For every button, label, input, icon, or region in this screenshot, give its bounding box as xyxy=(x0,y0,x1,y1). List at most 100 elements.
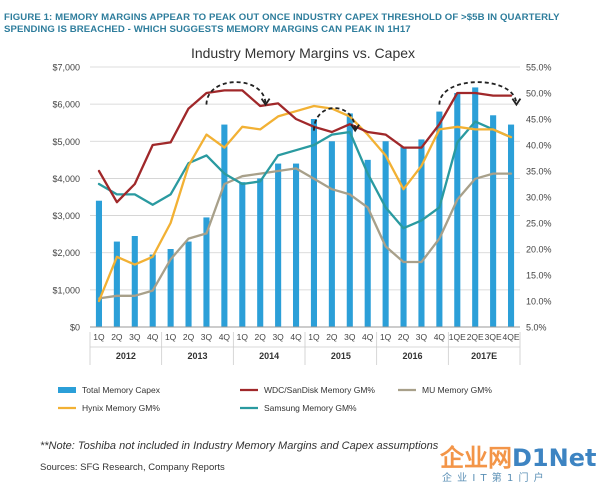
right-tick-label: 5.0% xyxy=(526,323,547,333)
capex-bar xyxy=(221,124,228,327)
x-tick-label: 2Q xyxy=(326,332,338,342)
left-axis-ticks: $0 $1,000 $2,000 $3,000 $4,000 $5,000 $6,000 $7… xyxy=(52,63,80,333)
dashed-arc-arrow xyxy=(511,98,522,107)
x-tick-label: 1QE xyxy=(449,332,466,342)
dashed-arc-arrow xyxy=(350,124,360,133)
year-label: 2014 xyxy=(259,351,279,361)
wdc-line xyxy=(97,89,513,204)
capex-bar xyxy=(167,249,174,327)
left-tick-label: $5,000 xyxy=(52,137,80,147)
x-tick-label: 3Q xyxy=(344,332,356,342)
dashed-arc-arrow xyxy=(260,98,271,107)
x-tick-label: 1Q xyxy=(380,332,392,342)
chart-title: Industry Memory Margins vs. Capex xyxy=(191,45,415,61)
footnote: **Note: Toshiba not included in Industry… xyxy=(40,440,439,452)
x-tick-label: 4Q xyxy=(434,332,446,342)
left-tick-label: $6,000 xyxy=(52,100,80,110)
year-label: 2012 xyxy=(116,351,136,361)
right-tick-label: 50.0% xyxy=(526,89,552,99)
right-tick-label: 40.0% xyxy=(526,141,552,151)
year-label: 2013 xyxy=(187,351,207,361)
x-tick-label: 3Q xyxy=(416,332,428,342)
right-tick-label: 55.0% xyxy=(526,63,552,73)
sources: Sources: SFG Research, Company Reports xyxy=(40,462,225,473)
legend-label-hynix: Hynix Memory GM% xyxy=(82,403,160,413)
x-tick-label: 4Q xyxy=(290,332,302,342)
right-tick-label: 30.0% xyxy=(526,193,552,203)
capex-bar xyxy=(275,163,282,327)
legend-label-capex: Total Memory Capex xyxy=(82,385,161,395)
left-tick-label: $2,000 xyxy=(52,248,80,258)
margin-lines xyxy=(97,89,513,303)
left-tick-label: $4,000 xyxy=(52,174,80,184)
x-tick-label: 1Q xyxy=(93,332,105,342)
legend-label-wdc: WDC/SanDisk Memory GM% xyxy=(264,385,375,395)
capex-bar xyxy=(454,93,461,327)
right-tick-label: 45.0% xyxy=(526,115,552,125)
capex-bar xyxy=(364,159,371,327)
x-tick-label: 3Q xyxy=(201,332,213,342)
x-tick-label: 3Q xyxy=(272,332,284,342)
right-tick-label: 35.0% xyxy=(526,167,552,177)
right-tick-label: 20.0% xyxy=(526,245,552,255)
dashed-annotations xyxy=(205,81,522,133)
capex-bar xyxy=(203,217,210,327)
capex-bar xyxy=(257,178,264,327)
capex-bar xyxy=(328,141,335,327)
mu-line xyxy=(97,167,513,300)
capex-bar xyxy=(113,241,120,327)
dashed-arc xyxy=(205,81,267,105)
dashed-arc xyxy=(438,81,518,105)
right-tick-label: 25.0% xyxy=(526,219,552,229)
x-tick-label: 3QE xyxy=(485,332,502,342)
dashed-arc xyxy=(313,107,357,131)
capex-bars xyxy=(95,87,515,328)
capex-bar xyxy=(131,236,138,327)
x-tick-label: 4QE xyxy=(503,332,520,342)
figure-title: FIGURE 1: MEMORY MARGINS APPEAR TO PEAK … xyxy=(4,12,560,35)
capex-bar xyxy=(346,113,353,327)
legend-label-samsung: Samsung Memory GM% xyxy=(264,403,357,413)
year-label: 2017E xyxy=(471,351,497,361)
capex-bar xyxy=(382,141,389,327)
left-tick-label: $1,000 xyxy=(52,285,80,295)
x-tick-label: 2Q xyxy=(183,332,195,342)
watermark-main-right: D1Net xyxy=(512,444,596,472)
left-tick-label: $3,000 xyxy=(52,211,80,221)
x-tick-label: 4Q xyxy=(362,332,374,342)
x-tick-label: 4Q xyxy=(219,332,231,342)
watermark-logo: 企业网 D1Net 企 业 I T 第 1 门 户 xyxy=(440,444,596,484)
capex-bar xyxy=(310,119,318,327)
capex-bar xyxy=(472,87,479,327)
capex-bar xyxy=(292,163,300,327)
legend-label-mu: MU Memory GM% xyxy=(422,385,492,395)
watermark-main-left: 企业网 xyxy=(440,444,512,472)
left-tick-label: $0 xyxy=(70,323,80,333)
x-tick-label: 2QE xyxy=(467,332,484,342)
capex-bar xyxy=(507,124,515,327)
x-tick-label: 2Q xyxy=(111,332,123,342)
capex-bar xyxy=(436,111,443,327)
capex-bar xyxy=(239,182,246,327)
watermark-sub: 企 业 I T 第 1 门 户 xyxy=(442,471,545,484)
capex-bar xyxy=(490,115,497,328)
right-tick-label: 10.0% xyxy=(526,297,552,307)
legend: Total Memory Capex WDC/SanDisk Memory GM%… xyxy=(58,385,492,413)
capex-bar xyxy=(185,241,192,327)
x-tick-label: 2Q xyxy=(398,332,410,342)
right-axis-ticks: 5.0% 10.0% 15.0% 20.0% 25.0% 30.0% 35.0% 40.0% 4… xyxy=(526,63,552,333)
x-tick-label: 3Q xyxy=(129,332,141,342)
x-tick-label: 4Q xyxy=(147,332,159,342)
x-tick-label: 1Q xyxy=(308,332,320,342)
year-label: 2016 xyxy=(402,351,422,361)
year-label: 2015 xyxy=(331,351,351,361)
hynix-line xyxy=(97,104,513,303)
legend-swatch-capex xyxy=(58,387,76,393)
x-tick-label: 1Q xyxy=(237,332,249,342)
chart-svg: Industry Memory Margins vs. Capex $0 $1,0… xyxy=(52,45,552,413)
capex-bar xyxy=(400,146,407,327)
left-tick-label: $7,000 xyxy=(52,63,80,73)
right-tick-label: 15.0% xyxy=(526,271,552,281)
x-tick-label: 2Q xyxy=(255,332,267,342)
capex-bar xyxy=(418,139,425,327)
